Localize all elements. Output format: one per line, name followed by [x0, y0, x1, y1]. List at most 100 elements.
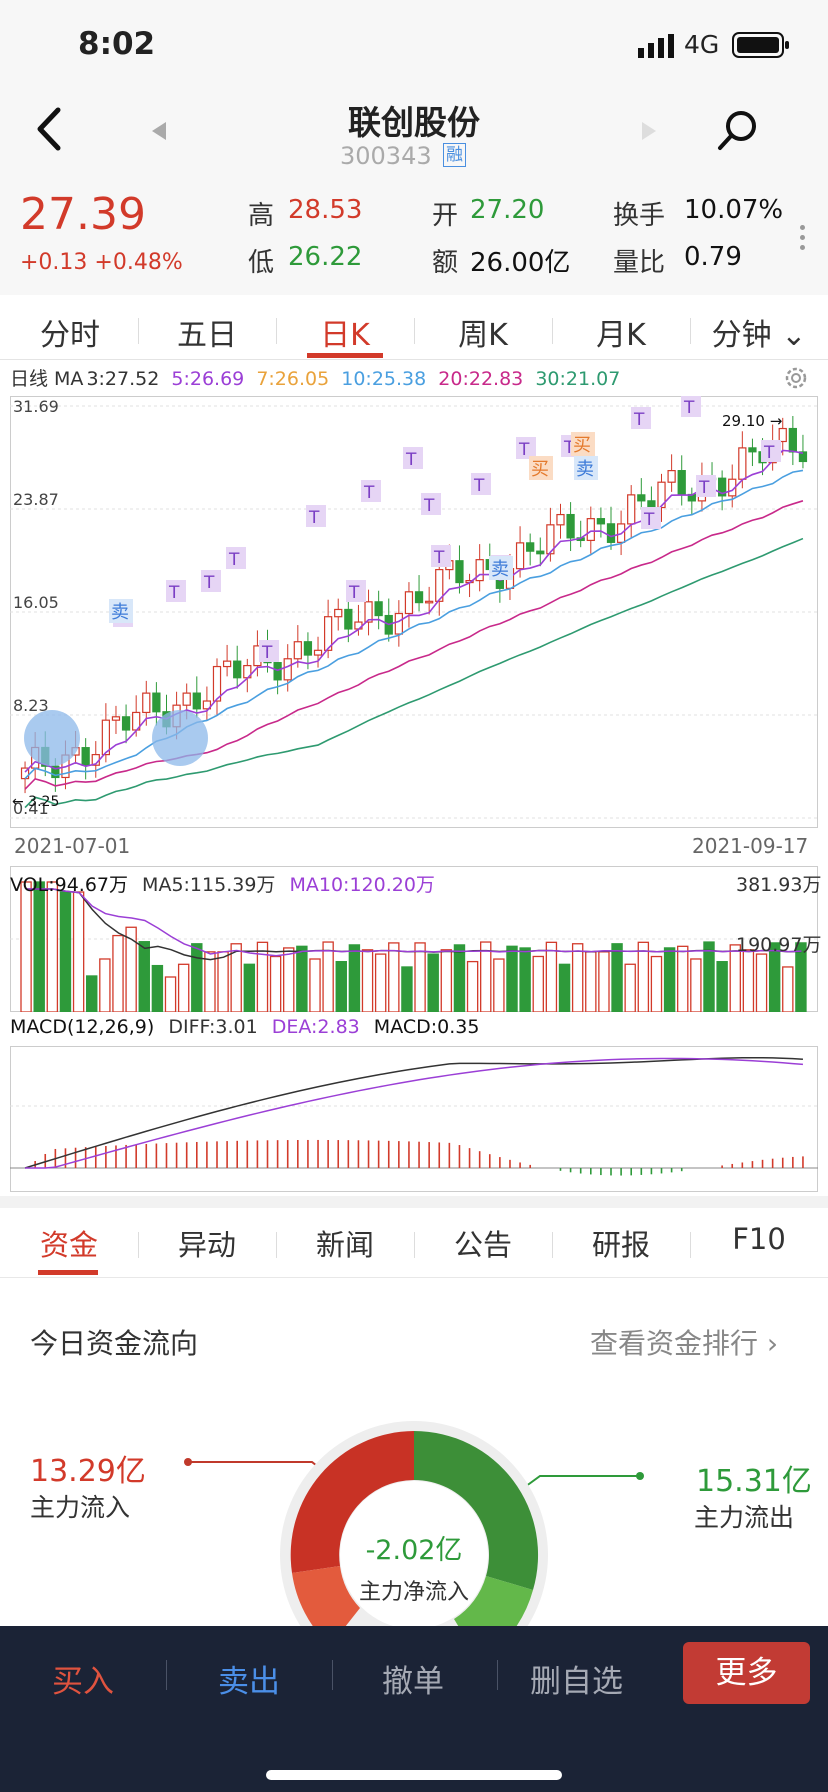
status-bar: 8:02 4G — [0, 0, 828, 90]
outflow-segment — [414, 1431, 539, 1590]
capital-ranking-link[interactable]: 查看资金排行 › — [590, 1327, 779, 1360]
high-value: 28.53 — [288, 195, 363, 225]
volume-bar — [217, 951, 229, 1012]
volume-bar — [480, 941, 492, 1012]
volume-bar — [493, 958, 505, 1012]
volume-bar — [86, 975, 98, 1012]
marker-bg — [166, 580, 186, 602]
volume-bar — [755, 953, 768, 1012]
volume-bar — [611, 943, 623, 1012]
outflow-small-segment — [454, 1576, 533, 1626]
volume-bar — [335, 960, 347, 1012]
tab-intraday[interactable]: 分时 — [40, 318, 100, 353]
candle-body — [798, 451, 808, 463]
candle-body — [313, 649, 323, 656]
tab-research[interactable]: 研报 — [591, 1228, 650, 1262]
trade-marker-t: T — [763, 443, 775, 463]
volume-bar — [230, 943, 242, 1012]
chart-start-date: 2021-07-01 — [14, 834, 131, 858]
inflow-value: 13.29亿 — [30, 1454, 146, 1489]
active-info-tab-indicator — [38, 1270, 98, 1275]
back-icon[interactable] — [30, 104, 70, 154]
candle-body — [627, 494, 636, 525]
gear-icon[interactable] — [783, 365, 809, 391]
active-tab-indicator — [307, 353, 383, 358]
volume-bar — [532, 955, 544, 1012]
more-dots-icon[interactable] — [800, 225, 805, 255]
candle-body — [667, 470, 676, 483]
tab-announcement[interactable]: 公告 — [453, 1228, 512, 1262]
tab-movement[interactable]: 异动 — [177, 1228, 236, 1262]
candle-body — [142, 692, 151, 714]
candle-body — [717, 477, 727, 497]
more-button[interactable]: 更多 — [683, 1642, 810, 1704]
buy-button[interactable]: 买入 — [52, 1664, 114, 1700]
low-value: 26.22 — [288, 242, 363, 272]
open-label: 开 — [432, 201, 459, 231]
trade-marker-t: T — [643, 510, 655, 530]
sell-button[interactable]: 卖出 — [218, 1664, 280, 1700]
open-value: 27.20 — [470, 195, 545, 225]
candle-body — [526, 542, 535, 552]
volume-bar — [72, 891, 85, 1012]
macd-dea-line — [25, 1057, 804, 1169]
trade-marker-sell: 卖 — [576, 459, 594, 480]
marker-bg — [696, 475, 716, 497]
volume-bar — [125, 926, 137, 1012]
quote-panel: 27.39 +0.13 +0.48% 高 28.53 低 26.22 开 27.… — [0, 175, 828, 295]
tab-weekly-k[interactable]: 周K — [458, 318, 508, 353]
trade-marker-t: T — [363, 483, 375, 503]
inflow-label: 主力流入 — [30, 1493, 131, 1522]
volume-bar — [296, 945, 308, 1012]
outflow-value: 15.31亿 — [696, 1464, 812, 1499]
candle-body — [81, 747, 90, 766]
volume-bar — [716, 961, 728, 1012]
margin-badge: 融 — [443, 143, 466, 167]
candle-body — [677, 470, 686, 496]
outflow-leader-line — [517, 1475, 640, 1493]
max-price-label: 29.10 → — [722, 412, 782, 430]
trade-marker-buy: 买 — [573, 435, 591, 456]
trade-marker-t: T — [433, 548, 445, 568]
volume-bar — [466, 960, 479, 1012]
ma-prefix: 日线 MA — [10, 368, 84, 390]
volume-bar — [348, 944, 361, 1012]
volume-ma5: MA5:115.39万 — [142, 874, 276, 896]
trade-marker-t: T — [473, 476, 485, 496]
candle-body — [364, 601, 373, 623]
candle-body — [273, 662, 282, 681]
candle-body — [536, 550, 545, 555]
tab-capital[interactable]: 资金 — [39, 1228, 98, 1262]
candle-body — [788, 427, 797, 453]
marker-bg — [471, 473, 491, 495]
next-stock-icon[interactable] — [640, 120, 658, 142]
marker-bg — [361, 480, 381, 502]
volume-bar — [388, 942, 400, 1012]
candle-body — [455, 560, 464, 584]
tab-monthly-k[interactable]: 月K — [596, 318, 646, 353]
tab-news[interactable]: 新闻 — [315, 1228, 374, 1262]
ma7-value: 7:26.05 — [256, 368, 330, 390]
tab-minute[interactable]: 分钟 ⌄ — [711, 318, 807, 353]
tab-f10[interactable]: F10 — [732, 1222, 786, 1256]
remove-watchlist-button[interactable]: 删自选 — [530, 1664, 623, 1700]
volume-ratio-label: 量比 — [613, 248, 666, 278]
candle-body — [111, 716, 121, 721]
candle-body — [212, 665, 222, 702]
marker-bg — [403, 447, 423, 469]
stock-header: 联创股份 300343 融 — [0, 90, 828, 175]
cancel-order-button[interactable]: 撤单 — [382, 1664, 444, 1700]
marker-bg — [761, 440, 781, 462]
volume-bar — [506, 945, 518, 1012]
marker-bg — [574, 456, 598, 480]
low-label: 低 — [248, 248, 275, 278]
prev-stock-icon[interactable] — [150, 120, 168, 142]
status-time: 8:02 — [78, 26, 156, 62]
tab-five-day[interactable]: 五日 — [177, 318, 237, 353]
trade-marker-t: T — [423, 496, 435, 516]
trade-marker-t: T — [348, 583, 360, 603]
tab-daily-k[interactable]: 日K — [320, 318, 370, 353]
search-icon[interactable] — [715, 108, 759, 152]
